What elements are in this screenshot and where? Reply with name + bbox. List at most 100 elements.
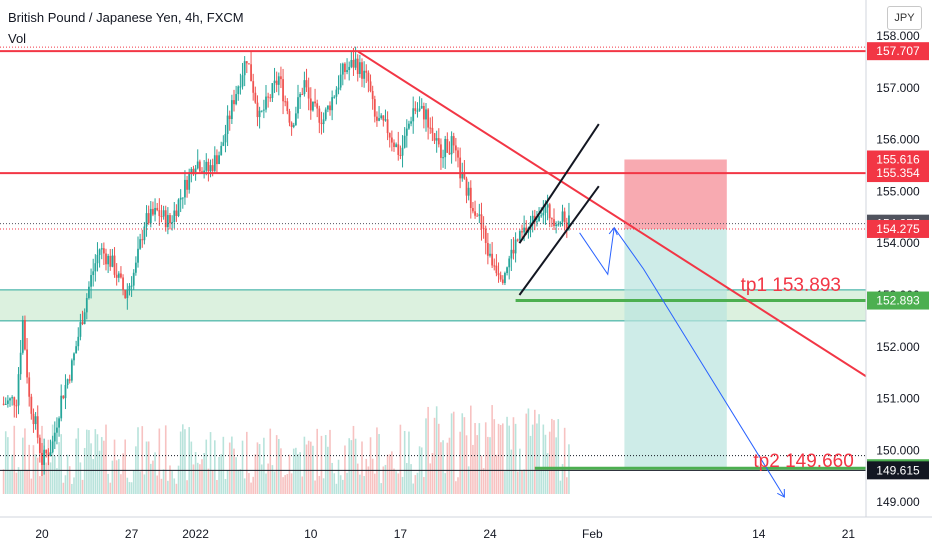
volume-bar[interactable] [160,478,163,494]
candle-body[interactable] [224,133,227,143]
candle-body[interactable] [561,211,564,222]
candle-body[interactable] [252,81,255,93]
volume-bar[interactable] [54,455,56,494]
candle-body[interactable] [316,103,319,109]
candle-body[interactable] [130,285,133,287]
volume-bar[interactable] [147,441,150,494]
candle-body[interactable] [36,416,39,438]
volume-bar[interactable] [369,437,372,494]
candle-body[interactable] [66,379,69,385]
candle-body[interactable] [273,80,276,84]
candle-body[interactable] [154,207,156,215]
volume-bar[interactable] [94,429,97,494]
volume-bar[interactable] [56,468,58,494]
volume-bar[interactable] [196,462,199,494]
candle-body[interactable] [399,154,402,156]
volume-bar[interactable] [126,477,129,494]
volume-bar[interactable] [241,440,244,494]
candle-body[interactable] [201,171,203,173]
volume-bar[interactable] [243,478,246,494]
volume-bar[interactable] [378,434,380,494]
volume-bar[interactable] [352,425,355,494]
candle-body[interactable] [58,418,60,428]
candle-body[interactable] [388,133,391,138]
volume-bar[interactable] [156,475,158,494]
candle-body[interactable] [521,231,523,233]
candle-body[interactable] [568,215,570,229]
volume-bar[interactable] [79,462,82,494]
volume-bar[interactable] [527,408,530,494]
volume-bar[interactable] [376,427,378,494]
volume-bar[interactable] [329,429,331,494]
volume-bar[interactable] [184,429,186,494]
candle-body[interactable] [126,290,129,299]
candle-body[interactable] [467,187,470,196]
candle-body[interactable] [352,59,355,68]
candle-body[interactable] [85,298,88,313]
candle-body[interactable] [465,178,468,196]
candle-body[interactable] [309,98,312,111]
volume-bar[interactable] [484,422,487,494]
candle-body[interactable] [431,127,434,134]
candle-body[interactable] [53,432,56,442]
candle-body[interactable] [540,215,543,217]
volume-bar[interactable] [455,481,457,494]
volume-bar[interactable] [237,469,240,494]
candle-body[interactable] [228,115,231,120]
candle-body[interactable] [440,144,442,158]
volume-bar[interactable] [480,455,483,494]
candle-body[interactable] [536,221,538,223]
volume-bar[interactable] [536,423,538,494]
volume-bar[interactable] [314,480,316,494]
volume-bar[interactable] [194,452,197,494]
volume-bar[interactable] [100,437,103,494]
volume-bar[interactable] [115,460,118,494]
candle-body[interactable] [216,155,218,165]
target-annotation-2[interactable]: tp2 149.660 [753,451,853,472]
candle-body[interactable] [335,89,338,97]
volume-bar[interactable] [367,466,370,494]
candle-body[interactable] [397,144,400,155]
volume-bar[interactable] [431,453,434,494]
volume-bar[interactable] [263,437,265,494]
volume-bar[interactable] [254,454,257,494]
volume-bar[interactable] [516,471,519,494]
volume-bar[interactable] [563,427,566,494]
volume-bar[interactable] [109,482,112,494]
candle-body[interactable] [506,267,508,273]
candle-body[interactable] [282,79,284,102]
candle-body[interactable] [49,452,52,457]
volume-bar[interactable] [356,463,359,494]
volume-bar[interactable] [267,463,269,494]
candle-body[interactable] [429,127,432,129]
candle-body[interactable] [152,208,154,215]
candle-body[interactable] [344,63,346,73]
candle-body[interactable] [452,136,455,146]
candle-body[interactable] [363,70,366,79]
volume-bar[interactable] [103,440,105,494]
volume-bar[interactable] [499,424,502,494]
volume-bar[interactable] [36,457,39,494]
volume-bar[interactable] [128,482,131,494]
candle-body[interactable] [356,58,359,74]
candle-body[interactable] [109,255,112,267]
candle-body[interactable] [230,100,233,120]
candle-body[interactable] [143,226,146,241]
candle-body[interactable] [518,231,521,241]
volume-bar[interactable] [470,405,472,494]
volume-bar[interactable] [435,406,438,494]
volume-bar[interactable] [173,478,176,494]
candle-body[interactable] [245,61,248,64]
candle-body[interactable] [260,110,263,112]
candle-body[interactable] [92,271,95,276]
candle-body[interactable] [239,86,242,88]
candle-body[interactable] [284,101,287,103]
candle-body[interactable] [235,94,238,105]
volume-bar[interactable] [427,406,429,494]
volume-bar[interactable] [169,465,171,494]
candle-body[interactable] [307,87,310,99]
volume-bar[interactable] [320,435,323,494]
candle-body[interactable] [269,97,272,99]
volume-bar[interactable] [452,411,455,494]
